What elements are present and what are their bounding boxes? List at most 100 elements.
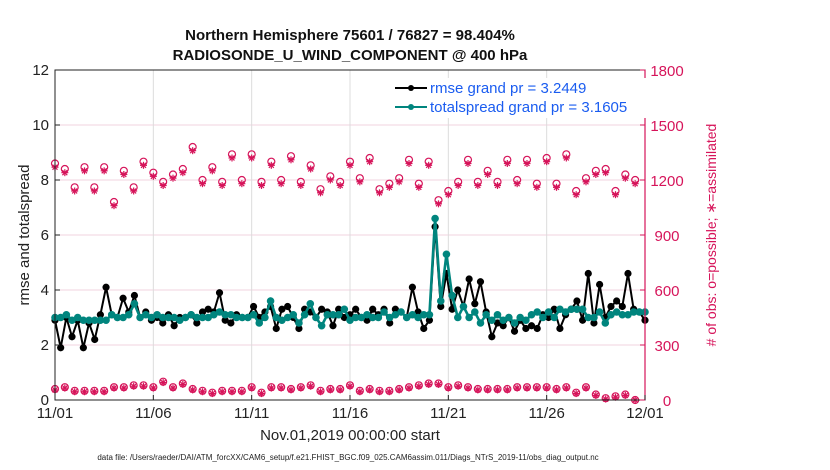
totalspread-point <box>266 297 275 305</box>
obs-assimilated-marker <box>425 380 433 388</box>
obs-assimilated-marker <box>317 388 324 396</box>
totalspread-point <box>295 319 303 327</box>
rmse-point <box>352 305 360 313</box>
rmse-point <box>278 305 286 313</box>
obs-assimilated-marker <box>562 154 570 162</box>
y-axis-right-label: # of obs: o=possible; ∗=assimilated <box>703 124 719 347</box>
rmse-point <box>159 319 167 327</box>
obs-assimilated-marker <box>71 187 79 195</box>
obs-assimilated-marker <box>110 384 118 392</box>
obs-assimilated-marker <box>159 379 167 387</box>
rmse-point <box>102 283 110 291</box>
obs-assimilated-marker <box>140 382 147 390</box>
obs-assimilated-marker <box>81 167 88 175</box>
totalspread-point <box>96 316 105 325</box>
totalspread-point <box>312 313 320 322</box>
rmse-point <box>68 333 76 341</box>
y-tick-label: 10 <box>32 117 49 134</box>
x-tick-label: 11/01 <box>37 405 73 422</box>
obs-assimilated-marker <box>208 390 216 398</box>
totalspread-point <box>329 310 337 319</box>
obs-assimilated-marker <box>218 388 226 396</box>
rmse-point <box>550 305 558 313</box>
y-tick-label: 6 <box>41 227 49 244</box>
totalspread-point <box>573 305 581 314</box>
rmse-point <box>318 305 326 313</box>
rmse-point <box>408 283 417 291</box>
totalspread-point <box>334 310 343 319</box>
totalspread-point <box>544 308 553 316</box>
rmse-point <box>91 335 99 344</box>
totalspread-point <box>408 310 417 319</box>
totalspread-point <box>391 310 400 319</box>
totalspread-point <box>374 313 383 322</box>
rmse-point <box>204 305 212 313</box>
rmse-point <box>533 324 541 333</box>
totalspread-point <box>493 310 502 319</box>
totalspread-point <box>612 308 621 316</box>
obs-assimilated-marker <box>553 183 560 191</box>
y-right-tick-label: 900 <box>654 228 679 245</box>
totalspread-point <box>629 308 638 316</box>
rmse-point <box>590 319 598 327</box>
rmse-point <box>329 322 337 330</box>
rmse-point <box>227 319 235 327</box>
totalspread-point <box>181 313 190 322</box>
obs-assimilated-marker <box>336 182 344 189</box>
obs-assimilated-marker <box>169 384 177 392</box>
rmse-point <box>607 302 615 311</box>
rmse-point <box>369 305 377 313</box>
obs-assimilated-marker <box>258 182 265 189</box>
y-tick-label: 4 <box>41 282 49 299</box>
obs-assimilated-marker <box>513 180 521 188</box>
obs-assimilated-marker <box>631 180 639 188</box>
obs-assimilated-marker <box>366 386 374 394</box>
totalspread-point <box>482 310 490 319</box>
rmse-point <box>522 324 530 333</box>
obs-assimilated-marker <box>179 380 187 388</box>
legend-rmse-label: rmse grand pr = 3.2449 <box>430 80 586 97</box>
obs-assimilated-marker <box>484 386 492 394</box>
totalspread-point <box>561 308 570 316</box>
rmse-point <box>96 311 104 319</box>
totalspread-point <box>607 310 615 319</box>
obs-assimilated-marker <box>307 382 315 390</box>
totalspread-point <box>176 316 184 325</box>
obs-assimilated-marker <box>208 167 216 175</box>
obs-assimilated-marker <box>376 189 383 197</box>
rmse-point <box>437 302 445 311</box>
totalspread-point <box>249 310 258 319</box>
axis-ticks: 0 2 4 6 8 10 12 0 300 600 900 1200 1500 1800 11/01 11/0… <box>32 62 683 422</box>
obs-assimilated-marker <box>425 161 433 169</box>
obs-assimilated-marker <box>533 183 541 191</box>
totalspread-point <box>306 299 315 308</box>
obs-assimilated-marker <box>415 183 423 191</box>
data-file-footnote: data file: /Users/raeder/DAI/ATM_forcXX/… <box>97 453 598 462</box>
rmse-point <box>596 280 604 289</box>
obs-assimilated-marker <box>248 384 256 392</box>
totalspread-point <box>516 313 524 322</box>
totalspread-point <box>283 313 292 322</box>
totalspread-point <box>187 310 195 319</box>
totalspread-point <box>272 313 281 322</box>
obs-assimilated-marker <box>405 160 413 167</box>
totalspread-point <box>124 310 133 319</box>
obs-assimilated-marker <box>356 178 364 186</box>
obs-assimilated-marker <box>277 180 285 188</box>
totalspread-point <box>238 313 247 322</box>
totalspread-point <box>505 313 513 322</box>
obs-assimilated-marker <box>130 382 138 390</box>
obs-assimilated-marker <box>326 386 334 394</box>
y-right-tick-label: 300 <box>654 338 679 355</box>
totalspread-point <box>448 291 456 300</box>
legend-spread-marker <box>408 104 414 110</box>
rmse-point <box>215 289 224 297</box>
rmse-point <box>335 305 343 313</box>
obs-assimilated-marker <box>395 386 403 394</box>
rmse-point <box>624 269 632 278</box>
x-tick-label: 11/06 <box>135 405 171 422</box>
totalspread-point <box>618 310 627 319</box>
rmse-point <box>527 322 536 330</box>
obs-assimilated-marker <box>277 384 285 392</box>
